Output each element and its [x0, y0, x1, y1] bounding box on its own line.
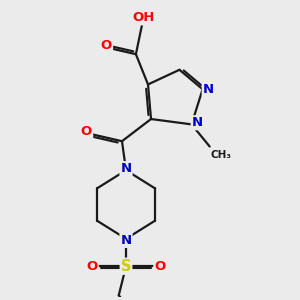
Text: N: N [203, 83, 214, 96]
Text: O: O [86, 260, 98, 273]
Text: S: S [121, 259, 131, 274]
Text: O: O [154, 260, 166, 273]
Text: N: N [121, 234, 132, 247]
Text: O: O [101, 39, 112, 52]
Text: N: N [192, 116, 203, 129]
Text: OH: OH [132, 11, 155, 24]
Text: N: N [121, 162, 132, 175]
Text: O: O [81, 125, 92, 138]
Text: CH₃: CH₃ [211, 150, 232, 161]
